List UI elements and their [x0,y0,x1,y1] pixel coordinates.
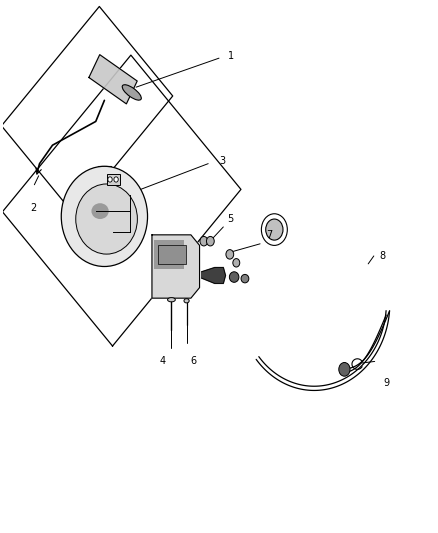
Polygon shape [89,55,137,104]
Circle shape [233,259,240,267]
Text: 7: 7 [267,230,273,240]
Circle shape [206,237,214,246]
Text: 6: 6 [190,357,196,367]
Ellipse shape [230,272,239,282]
Circle shape [226,249,234,259]
Text: 9: 9 [383,377,389,387]
Ellipse shape [122,85,141,100]
Ellipse shape [241,274,249,283]
Text: 3: 3 [219,156,225,166]
Polygon shape [202,268,226,284]
Ellipse shape [61,166,148,266]
Text: 1: 1 [228,51,234,61]
Ellipse shape [76,184,138,254]
Bar [158,245,186,264]
Circle shape [339,362,350,376]
Ellipse shape [184,298,189,303]
Text: 4: 4 [160,357,166,367]
Bar [154,240,184,269]
Circle shape [108,177,112,182]
Polygon shape [152,235,200,298]
Bar [106,174,120,185]
Ellipse shape [168,297,175,302]
Ellipse shape [92,203,109,219]
Text: 2: 2 [30,204,36,214]
Circle shape [114,177,118,182]
Circle shape [200,237,208,246]
Text: 8: 8 [379,251,385,261]
Text: 5: 5 [228,214,234,224]
Circle shape [266,219,283,240]
